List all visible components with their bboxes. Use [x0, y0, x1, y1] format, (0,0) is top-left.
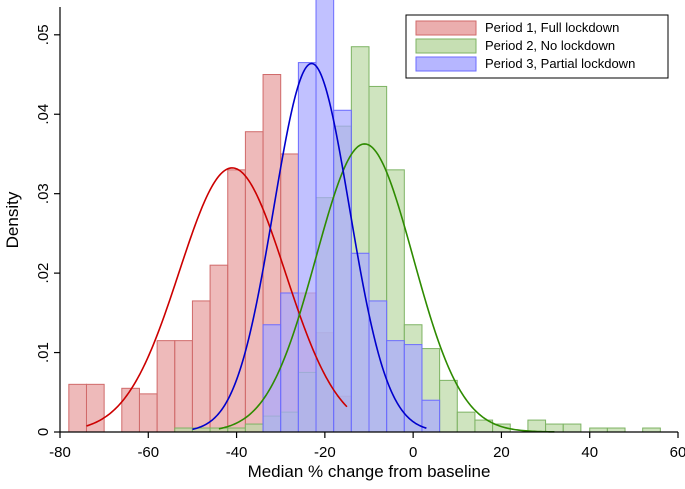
- y-tick-label: .02: [35, 263, 52, 284]
- histogram-bar-period-1-8: [227, 169, 246, 433]
- histogram-bar-period-3-8: [403, 344, 423, 433]
- histogram-bar-period-2-19: [527, 419, 547, 433]
- histogram-bar-period-1-6: [191, 300, 211, 433]
- histogram-bar-period-3-5: [350, 252, 370, 433]
- x-tick-label: 60: [670, 444, 685, 461]
- histogram-bar-period-2-4: [244, 423, 264, 433]
- histogram-bar-period-1-0: [68, 383, 87, 433]
- histogram-bar-period-1-4: [156, 340, 176, 433]
- x-tick-label: 20: [493, 444, 510, 461]
- legend-label-period-3: Period 3, Partial lockdown: [485, 56, 635, 71]
- histogram-bar-period-2-20: [545, 423, 564, 433]
- histogram-bar-period-3-6: [368, 300, 388, 433]
- histogram-bar-period-1-7: [209, 264, 229, 433]
- histogram-bar-period-3-2: [297, 62, 317, 433]
- histogram-bar-period-3-0: [262, 324, 282, 433]
- x-axis-title: Median % change from baseline: [248, 462, 491, 481]
- y-tick-label: .01: [35, 342, 52, 363]
- histogram-bar-period-3-3: [315, 0, 335, 433]
- histogram-bar-period-2-21: [562, 423, 582, 433]
- histogram-bar-period-1-5: [174, 340, 193, 433]
- legend: Period 1, Full lockdown Period 2, No loc…: [405, 14, 669, 79]
- legend-label-period-1: Period 1, Full lockdown: [485, 20, 619, 35]
- x-tick-label: 40: [581, 444, 598, 461]
- normal-curve-period-2: [218, 143, 555, 433]
- x-tick-label: -40: [226, 444, 248, 461]
- x-tick-label: 0: [409, 444, 417, 461]
- y-tick-label: .05: [35, 24, 52, 45]
- legend-swatch-period-1: [415, 20, 477, 36]
- histogram-bar-period-1-2: [121, 387, 140, 433]
- y-axis-title: Density: [3, 191, 22, 248]
- histogram-bar-period-2-16: [456, 411, 476, 433]
- normal-curve-period-3: [192, 62, 427, 431]
- x-tick-label: -60: [137, 444, 159, 461]
- histogram-bar-period-2-15: [439, 379, 458, 433]
- y-tick-label: .04: [35, 104, 52, 125]
- legend-swatch-period-3: [415, 56, 477, 72]
- histogram-bar-period-1-3: [138, 393, 158, 433]
- normal-curve-period-1: [86, 167, 348, 427]
- x-tick-label: -80: [49, 444, 71, 461]
- y-tick-label: 0: [35, 428, 52, 436]
- legend-swatch-period-2: [415, 38, 477, 54]
- legend-label-period-2: Period 2, No lockdown: [485, 38, 615, 53]
- x-tick-label: -20: [314, 444, 336, 461]
- y-tick-label: .03: [35, 183, 52, 204]
